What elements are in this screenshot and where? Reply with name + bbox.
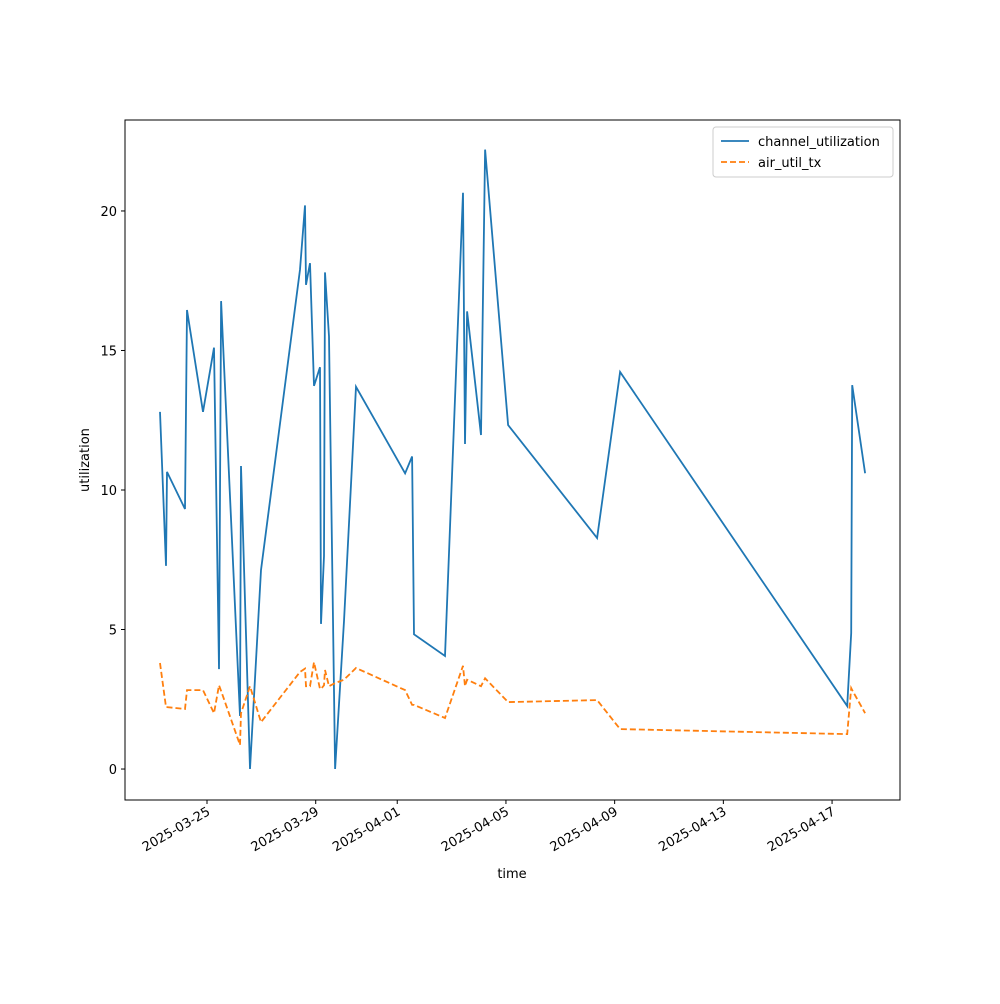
plot-frame: [124, 119, 901, 801]
y-tick-label: 10: [100, 484, 117, 499]
y-tick-label: 0: [109, 763, 117, 778]
y-axis-label: utilization: [78, 428, 93, 492]
x-axis-label: time: [497, 867, 526, 882]
legend-label: air_util_tx: [758, 156, 822, 171]
legend-label: channel_utilization: [758, 135, 880, 150]
y-tick-label: 5: [109, 624, 117, 639]
x-tick-label: 2025-04-17: [765, 804, 838, 855]
x-tick-label: 2025-04-13: [656, 804, 729, 855]
x-tick-label: 2025-04-05: [439, 804, 512, 855]
y-tick-label: 15: [100, 344, 117, 359]
x-tick-label: 2025-04-09: [548, 804, 621, 855]
series-line: [159, 662, 866, 746]
x-tick-label: 2025-03-29: [249, 804, 322, 855]
x-tick-label: 2025-04-01: [330, 804, 403, 855]
y-tick-label: 20: [100, 205, 117, 220]
x-tick-label: 2025-03-25: [140, 804, 213, 855]
series-line: [159, 149, 866, 770]
legend-box: [712, 126, 894, 178]
